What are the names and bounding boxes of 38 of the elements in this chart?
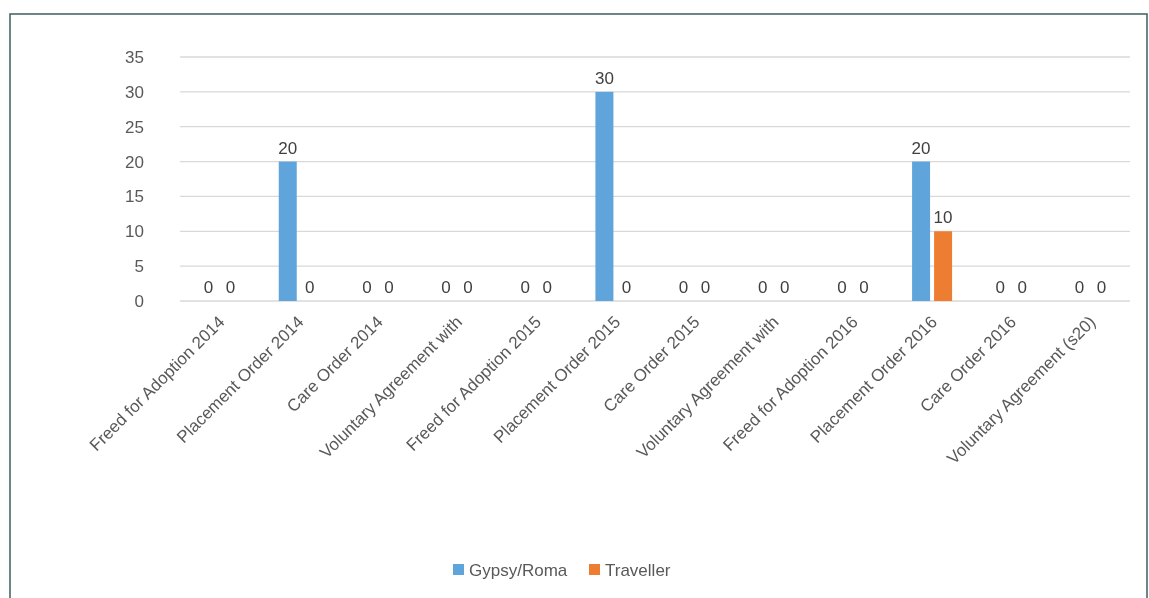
y-tick-label: 20 [125,152,144,172]
data-label: 0 [203,278,214,297]
data-label: 0 [1017,278,1027,297]
data-label: 30 [594,68,614,88]
bar [934,231,953,301]
legend-label: Traveller [605,560,671,580]
data-label: 0 [1096,278,1107,297]
data-label: 0 [700,278,711,297]
data-label: 0 [859,278,869,297]
data-label: 0 [305,278,315,297]
y-tick-label: 25 [125,117,144,137]
y-tick-label: 30 [125,82,144,102]
data-label: 0 [384,278,394,297]
y-tick-label: 35 [125,47,144,67]
y-tick-label: 0 [134,291,144,311]
y-tick-label: 10 [125,222,144,242]
bar [278,161,297,301]
legend-label: Gypsy/Roma [469,560,568,580]
data-label: 0 [621,278,632,297]
data-label: 20 [278,138,298,158]
data-label: 0 [542,278,552,297]
data-label: 0 [225,278,236,297]
bar [912,161,931,301]
data-label: 0 [520,278,530,297]
data-label: 0 [995,278,1005,297]
data-label: 0 [837,278,847,297]
y-tick-label: 15 [125,187,144,207]
data-label: 0 [780,278,790,297]
data-label: 0 [362,278,372,297]
data-label: 10 [933,208,953,228]
data-label: 0 [758,278,768,297]
data-label: 0 [1074,278,1085,297]
data-label: 0 [678,278,689,297]
y-tick-label: 5 [134,257,144,277]
bar [595,91,614,301]
data-label: 0 [463,278,473,297]
data-label: 0 [441,278,451,297]
data-label: 20 [911,138,931,158]
